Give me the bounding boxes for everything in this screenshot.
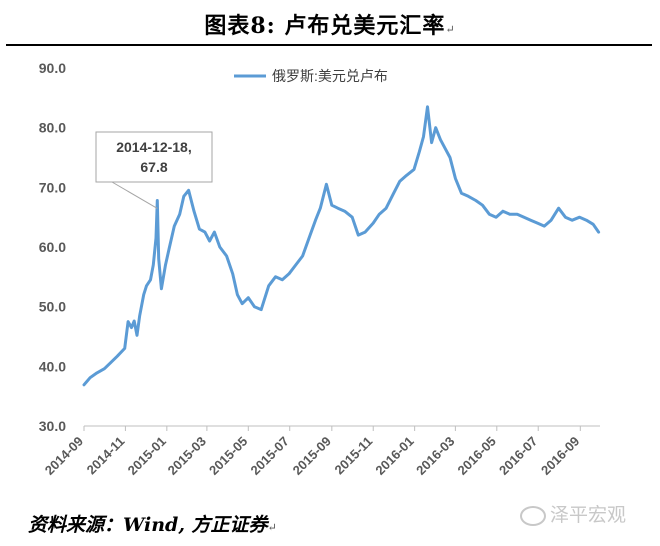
y-tick-label: 70.0 bbox=[39, 179, 66, 195]
legend: 俄罗斯:美元兑卢布 bbox=[234, 68, 388, 84]
callout-leader bbox=[111, 181, 158, 209]
wechat-icon bbox=[520, 505, 546, 526]
y-tick-label: 50.0 bbox=[39, 299, 66, 315]
x-tick-label: 2014-09 bbox=[42, 434, 86, 478]
callout-label: 2014-12-18, bbox=[116, 139, 192, 155]
x-tick-label: 2015-09 bbox=[290, 434, 334, 478]
y-tick-label: 30.0 bbox=[39, 418, 66, 434]
exchange-rate-chart: 30.040.050.060.070.080.090.0 2014-092014… bbox=[39, 60, 601, 478]
x-tick-label: 2016-09 bbox=[538, 434, 582, 478]
return-mark-icon: ↵ bbox=[445, 23, 456, 36]
x-axis: 2014-092014-112015-012015-032015-052015-… bbox=[42, 425, 600, 478]
watermark-text: 泽平宏观 bbox=[550, 504, 627, 526]
y-tick-label: 80.0 bbox=[39, 120, 66, 136]
callout: 2014-12-18, 67.8 bbox=[95, 131, 213, 209]
callout-box bbox=[95, 131, 213, 183]
x-tick-label: 2016-01 bbox=[372, 434, 416, 478]
callout-value: 67.8 bbox=[140, 159, 167, 175]
y-tick-label: 60.0 bbox=[39, 239, 66, 255]
y-tick-label: 90.0 bbox=[39, 60, 66, 76]
x-tick-label: 2015-01 bbox=[125, 434, 169, 478]
x-tick-label: 2016-05 bbox=[455, 434, 499, 478]
series-line bbox=[82, 105, 601, 387]
x-tick-label: 2016-03 bbox=[413, 434, 457, 478]
x-tick-label: 2015-05 bbox=[206, 434, 250, 478]
figure-title: 图表8: 卢布兑美元汇率↵ bbox=[0, 8, 660, 40]
source-text: 资料来源：Wind, 方正证券 bbox=[28, 514, 268, 536]
x-tick-label: 2015-11 bbox=[332, 434, 376, 478]
x-tick-label: 2014-11 bbox=[84, 434, 128, 478]
series-usd-rub bbox=[82, 105, 601, 387]
legend-label: 俄罗斯:美元兑卢布 bbox=[272, 68, 388, 84]
figure-title-text: 图表8: 卢布兑美元汇率 bbox=[204, 13, 446, 39]
title-rule bbox=[6, 44, 652, 46]
x-tick-label: 2015-07 bbox=[247, 434, 291, 478]
watermark: 泽平宏观 bbox=[520, 500, 626, 527]
y-axis: 30.0 40.0 50.0 60.0 70.0 80.0 90.0 bbox=[39, 60, 66, 434]
x-tick-label: 2016-07 bbox=[496, 434, 540, 478]
x-tick-label: 2015-03 bbox=[165, 434, 209, 478]
source-note: 资料来源：Wind, 方正证券↵ bbox=[28, 510, 277, 537]
return-mark-icon: ↵ bbox=[267, 521, 277, 534]
y-tick-label: 40.0 bbox=[39, 358, 66, 374]
